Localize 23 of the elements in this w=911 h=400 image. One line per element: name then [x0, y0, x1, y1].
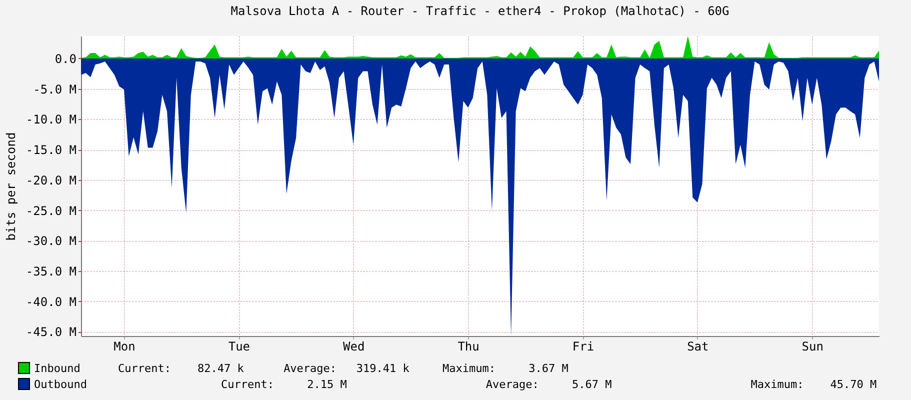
x-tick-label: Sat [687, 340, 709, 354]
chart-title: Malsova Lhota A - Router - Traffic - ether4 - Prokop (MalhotaC) - 60G [230, 4, 730, 18]
x-tick-label: Tue [228, 340, 250, 354]
y-tick-label: -20.0 M [26, 173, 76, 188]
y-tick-label: -45.0 M [26, 325, 76, 340]
y-tick-label: -30.0 M [26, 234, 76, 248]
legend-label: Inbound [34, 362, 82, 374]
y-tick-label: -35.0 M [26, 264, 76, 279]
y-axis-title: bits per second [4, 132, 18, 241]
x-tick-label: Fri [572, 340, 594, 354]
legend-label: Outbound [34, 378, 88, 390]
text: Current: 2.15 M Average: 5.67 M Maximum: 45.70 M [221, 378, 877, 390]
y-tick-label: -10.0 M [26, 112, 76, 127]
x-tick-label: Wed [343, 340, 365, 354]
y-tick-label: -40.0 M [26, 294, 76, 309]
x-tick-label: Sun [802, 340, 824, 354]
y-tick-label: 0.0 [54, 52, 76, 66]
y-tick-label: -25.0 M [26, 204, 76, 218]
y-tick-label: -15.0 M [26, 143, 76, 158]
x-tick-label: Mon [114, 340, 136, 354]
text: Current: 82.47 k Average: 319.41 k Maximum: 3.67 M [118, 362, 568, 374]
x-tick-label: Thu [458, 340, 480, 354]
y-tick-label: -5.0 M [33, 82, 76, 96]
